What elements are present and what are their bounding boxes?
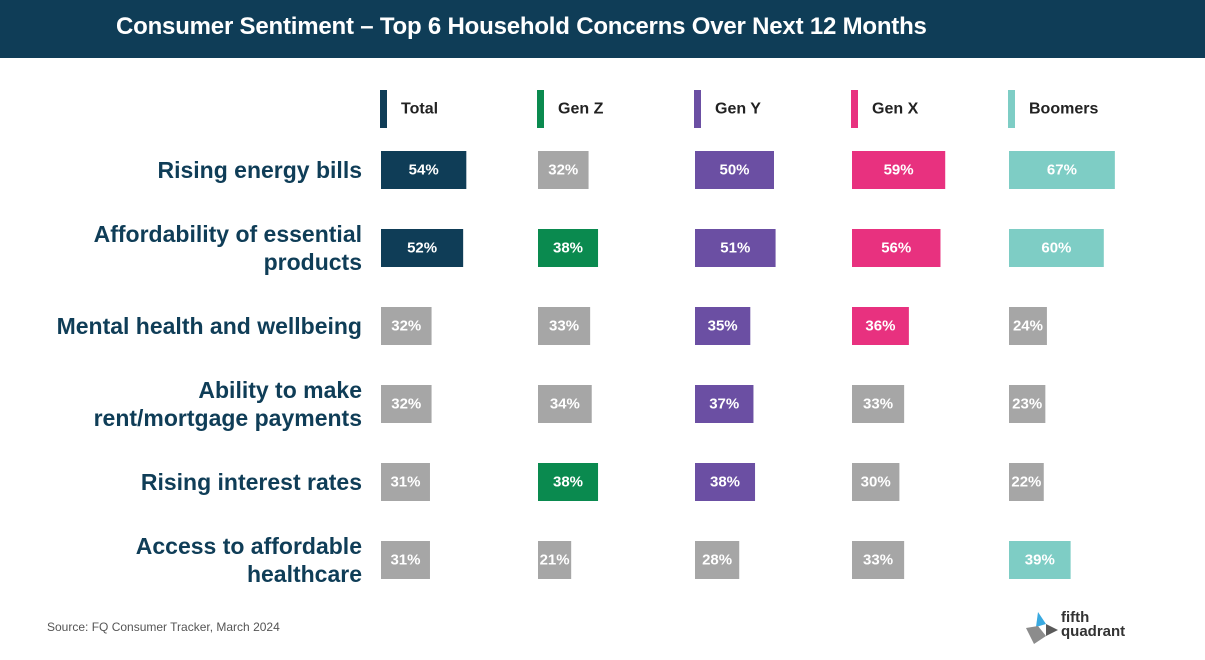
bar — [381, 229, 464, 267]
title-bar: Consumer Sentiment – Top 6 Household Con… — [0, 0, 1205, 58]
row-label: rent/mortgage payments — [94, 405, 362, 431]
bar — [1009, 541, 1071, 579]
bar-value-label: 32% — [391, 318, 421, 335]
bar — [1009, 151, 1115, 189]
bar — [381, 463, 430, 501]
legend-label-total: Total — [401, 101, 438, 118]
bar-value-label: 50% — [719, 162, 749, 179]
bar — [852, 463, 900, 501]
bar-value-label: 39% — [1025, 552, 1055, 569]
fifth-quadrant-logo-icon — [1026, 612, 1058, 644]
bar-value-label: 32% — [548, 162, 578, 179]
bar-value-label: 32% — [391, 396, 421, 413]
bar-value-label: 52% — [407, 240, 437, 257]
bar-value-label: 22% — [1011, 474, 1041, 491]
legend-label-gen-x: Gen X — [872, 101, 919, 118]
bar — [538, 307, 591, 345]
bar — [538, 229, 599, 267]
bar-value-label: 38% — [553, 240, 583, 257]
bar — [852, 385, 905, 423]
bar-value-label: 21% — [540, 552, 570, 569]
row-label: Ability to make — [198, 377, 362, 403]
bar — [695, 463, 756, 501]
bar — [1009, 385, 1046, 423]
legend-label-boomers: Boomers — [1029, 101, 1098, 118]
bar-value-label: 31% — [390, 552, 420, 569]
legend-swatch-total — [380, 90, 387, 128]
logo-text-line2: quadrant — [1061, 623, 1126, 640]
row-label: Rising interest rates — [141, 469, 362, 495]
bar-value-label: 36% — [865, 318, 895, 335]
bar-value-label: 59% — [884, 162, 914, 179]
bar — [381, 307, 432, 345]
legend-swatch-gen-z — [537, 90, 544, 128]
bar — [852, 541, 905, 579]
bar-value-label: 24% — [1013, 318, 1043, 335]
logo-text-line1: fifth — [1061, 609, 1090, 626]
row-label: products — [264, 249, 362, 275]
bar-value-label: 37% — [709, 396, 739, 413]
legend-swatch-gen-x — [851, 90, 858, 128]
bar — [852, 229, 941, 267]
row-label: healthcare — [247, 561, 362, 587]
bar — [381, 385, 432, 423]
legend-swatch-gen-y — [694, 90, 701, 128]
legend-label-gen-y: Gen Y — [715, 101, 761, 118]
bar — [381, 541, 430, 579]
legend-label-gen-z: Gen Z — [558, 101, 604, 118]
page-title: Consumer Sentiment – Top 6 Household Con… — [116, 13, 927, 40]
bar — [695, 385, 754, 423]
row-label: Access to affordable — [136, 533, 362, 559]
bar-value-label: 54% — [409, 162, 439, 179]
bar-value-label: 23% — [1012, 396, 1042, 413]
bar — [1009, 307, 1047, 345]
bar — [538, 385, 592, 423]
brand-logo: fifth quadrant — [1024, 610, 1134, 648]
legend-swatch-boomers — [1008, 90, 1015, 128]
bar — [381, 151, 467, 189]
bar — [538, 151, 589, 189]
bar — [1009, 463, 1044, 501]
bar-value-label: 38% — [710, 474, 740, 491]
bar — [538, 541, 572, 579]
bar-value-label: 33% — [549, 318, 579, 335]
bar — [695, 151, 774, 189]
bar — [695, 541, 740, 579]
bar — [695, 307, 751, 345]
bar — [695, 229, 776, 267]
bar-value-label: 38% — [553, 474, 583, 491]
row-label: Affordability of essential — [94, 221, 362, 247]
bar-value-label: 35% — [708, 318, 738, 335]
bar-value-label: 51% — [720, 240, 750, 257]
source-note: Source: FQ Consumer Tracker, March 2024 — [47, 620, 280, 634]
bar-value-label: 31% — [390, 474, 420, 491]
bar — [538, 463, 599, 501]
bar-value-label: 67% — [1047, 162, 1077, 179]
bar-value-label: 34% — [550, 396, 580, 413]
row-label: Rising energy bills — [158, 157, 363, 183]
concerns-chart: Total Gen Z Gen Y Gen X Boomers Rising energy… — [57, 90, 1115, 587]
bar-value-label: 56% — [881, 240, 911, 257]
bar — [852, 307, 909, 345]
row-label: Mental health and wellbeing — [57, 313, 362, 339]
bar — [852, 151, 946, 189]
bar-value-label: 28% — [702, 552, 732, 569]
bar-value-label: 33% — [863, 396, 893, 413]
bar-value-label: 60% — [1041, 240, 1071, 257]
bar-value-label: 30% — [861, 474, 891, 491]
bar — [1009, 229, 1104, 267]
bar-value-label: 33% — [863, 552, 893, 569]
